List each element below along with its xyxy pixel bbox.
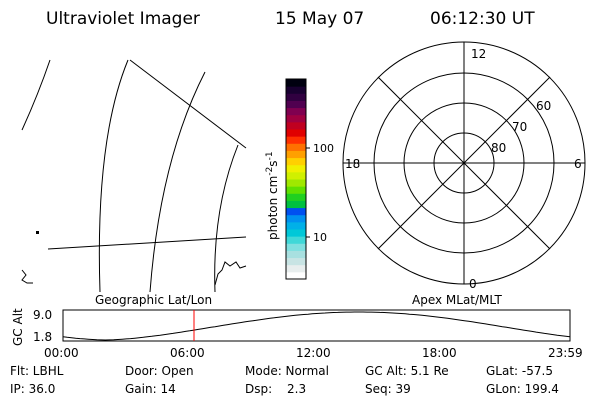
latitude-arc-1	[21, 59, 51, 131]
instrument-title: Ultraviolet Imager	[46, 9, 200, 29]
mlt-label-12: 12	[471, 47, 486, 61]
colorbar-cell	[286, 214, 306, 223]
colorbar-cell	[286, 207, 306, 216]
lat-label-60: 60	[536, 99, 551, 113]
gc-alt-curve	[62, 311, 571, 341]
colorbar-tick-label-10: 10	[313, 231, 327, 244]
gc-x-tick-1: 06:00	[170, 346, 205, 360]
glat-status: GLat: -57.5	[486, 364, 553, 378]
colorbar-label-unit: photon cm	[266, 176, 280, 240]
latitude-arc-3	[149, 71, 206, 293]
colorbar-cell	[286, 86, 306, 94]
gc-plot-frame	[62, 309, 571, 342]
colorbar-cell	[286, 229, 306, 237]
colorbar-cell	[286, 121, 306, 130]
colorbar-cell	[286, 93, 306, 101]
mlt-label-6: 6	[574, 157, 582, 171]
gc-y-top: 9.0	[33, 308, 52, 322]
colorbar-label-exp2: -1	[265, 151, 275, 160]
polar-plot	[342, 41, 586, 285]
colorbar-cell	[286, 186, 306, 194]
colorbar-cell	[286, 236, 306, 244]
colorbar-cell	[286, 264, 306, 273]
dsp-label: Dsp:	[245, 382, 273, 396]
colorbar-cell	[286, 164, 306, 173]
colorbar-cell	[286, 243, 306, 251]
colorbar-label-s: s	[266, 160, 280, 166]
coastline-2	[214, 261, 247, 286]
colorbar-cell	[286, 157, 306, 166]
seq-status: Seq: 39	[365, 382, 411, 396]
colorbar-cell	[286, 143, 306, 151]
colorbar-label-exp1: -2	[265, 167, 275, 176]
gc-alt-plot: GC Alt 9.0 1.8 00:00 06:00 12:00 18:00 2…	[11, 308, 583, 360]
colorbar-cell	[286, 136, 306, 144]
date-label: 15 May 07	[275, 9, 365, 29]
coastline-1	[21, 269, 33, 284]
door-status: Door: Open	[125, 364, 194, 378]
longitude-line-1	[129, 59, 247, 149]
colorbar-cell	[286, 250, 306, 259]
colorbar-cell	[286, 271, 306, 280]
gc-x-tick-3: 18:00	[422, 346, 457, 360]
lat-label-70: 70	[512, 120, 527, 134]
colorbar-tick-label-100: 100	[313, 142, 334, 155]
filter-status: Flt: LBHL	[10, 364, 64, 378]
latitude-arc-4	[214, 144, 239, 293]
gc-axis-label: GC Alt	[11, 308, 25, 346]
gc-alt-status: GC Alt: 5.1 Re	[365, 364, 449, 378]
geographic-label: Geographic Lat/Lon	[95, 293, 212, 307]
colorbar-cell	[286, 79, 306, 87]
gain-status: Gain: 14	[125, 382, 176, 396]
dsp-value: 2.3	[287, 382, 307, 396]
mlt-label-0: 0	[469, 277, 477, 291]
mode-status: Mode: Normal	[245, 364, 329, 378]
colorbar-cell	[286, 171, 306, 180]
colorbar-cell	[286, 200, 306, 209]
ip-status: IP: 36.0	[10, 382, 56, 396]
colorbar-gradient	[286, 79, 306, 280]
colorbar-cell	[286, 129, 306, 137]
polar-labels: 12 18 6 0 60 70 80	[345, 47, 582, 291]
colorbar-cell	[286, 114, 306, 123]
colorbar: 100 10 photon cm-2s-1	[265, 78, 334, 280]
polar-diagonal-2	[377, 76, 551, 250]
lat-label-80: 80	[491, 141, 506, 155]
apex-label: Apex MLat/MLT	[412, 293, 502, 307]
mlt-label-18: 18	[345, 157, 360, 171]
colorbar-axis-label: photon cm-2s-1	[265, 151, 280, 240]
gc-x-tick-2: 12:00	[296, 346, 331, 360]
colorbar-cell	[286, 150, 306, 159]
colorbar-cell	[286, 100, 306, 109]
gc-x-tick-4: 23:59	[548, 346, 583, 360]
geographic-map	[21, 59, 247, 293]
gc-x-tick-0: 00:00	[44, 346, 79, 360]
colorbar-cell	[286, 257, 306, 266]
map-point	[36, 231, 39, 234]
time-label: 06:12:30 UT	[430, 9, 535, 29]
gc-y-bottom: 1.8	[33, 330, 52, 344]
colorbar-cell	[286, 179, 306, 187]
colorbar-cell	[286, 221, 306, 230]
glon-status: GLon: 199.4	[486, 382, 559, 396]
colorbar-cell	[286, 193, 306, 201]
colorbar-frame	[285, 78, 307, 280]
colorbar-cell	[286, 107, 306, 116]
latitude-arc-2	[98, 59, 129, 293]
longitude-line-2	[47, 236, 247, 250]
